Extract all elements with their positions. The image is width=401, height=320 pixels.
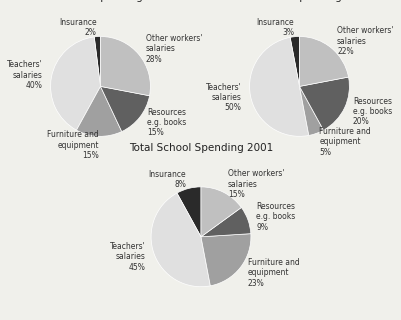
Text: Resources
e.g. books
20%: Resources e.g. books 20%	[352, 97, 391, 126]
Wedge shape	[249, 37, 308, 136]
Text: Resources
e.g. books
15%: Resources e.g. books 15%	[147, 108, 186, 137]
Text: Furniture and
equipment
15%: Furniture and equipment 15%	[47, 130, 98, 160]
Text: Teachers'
salaries
40%: Teachers' salaries 40%	[7, 60, 43, 90]
Wedge shape	[200, 187, 241, 237]
Text: Resources
e.g. books
9%: Resources e.g. books 9%	[256, 202, 295, 232]
Text: Other workers'
salaries
22%: Other workers' salaries 22%	[336, 26, 393, 56]
Wedge shape	[299, 86, 323, 135]
Wedge shape	[100, 86, 149, 132]
Wedge shape	[151, 193, 210, 287]
Text: Teachers'
salaries
50%: Teachers' salaries 50%	[205, 83, 241, 112]
Wedge shape	[200, 234, 250, 286]
Wedge shape	[299, 77, 348, 130]
Title: Total School Spending 1981: Total School Spending 1981	[28, 0, 172, 3]
Text: Teachers'
salaries
45%: Teachers' salaries 45%	[109, 242, 145, 272]
Wedge shape	[51, 37, 100, 130]
Wedge shape	[290, 36, 299, 86]
Text: Furniture and
equipment
5%: Furniture and equipment 5%	[319, 127, 370, 157]
Text: Other workers'
salaries
28%: Other workers' salaries 28%	[146, 34, 202, 64]
Wedge shape	[94, 36, 100, 86]
Text: Furniture and
equipment
23%: Furniture and equipment 23%	[247, 258, 299, 288]
Text: Insurance
3%: Insurance 3%	[256, 18, 293, 37]
Title: Total School Spending 1991: Total School Spending 1991	[227, 0, 371, 3]
Wedge shape	[100, 36, 150, 96]
Wedge shape	[176, 187, 200, 237]
Text: Other workers'
salaries
15%: Other workers' salaries 15%	[227, 169, 284, 199]
Wedge shape	[76, 86, 122, 136]
Wedge shape	[200, 207, 250, 237]
Wedge shape	[299, 36, 348, 86]
Title: Total School Spending 2001: Total School Spending 2001	[129, 143, 272, 153]
Text: Insurance
2%: Insurance 2%	[59, 18, 97, 37]
Text: Insurance
8%: Insurance 8%	[148, 170, 186, 189]
